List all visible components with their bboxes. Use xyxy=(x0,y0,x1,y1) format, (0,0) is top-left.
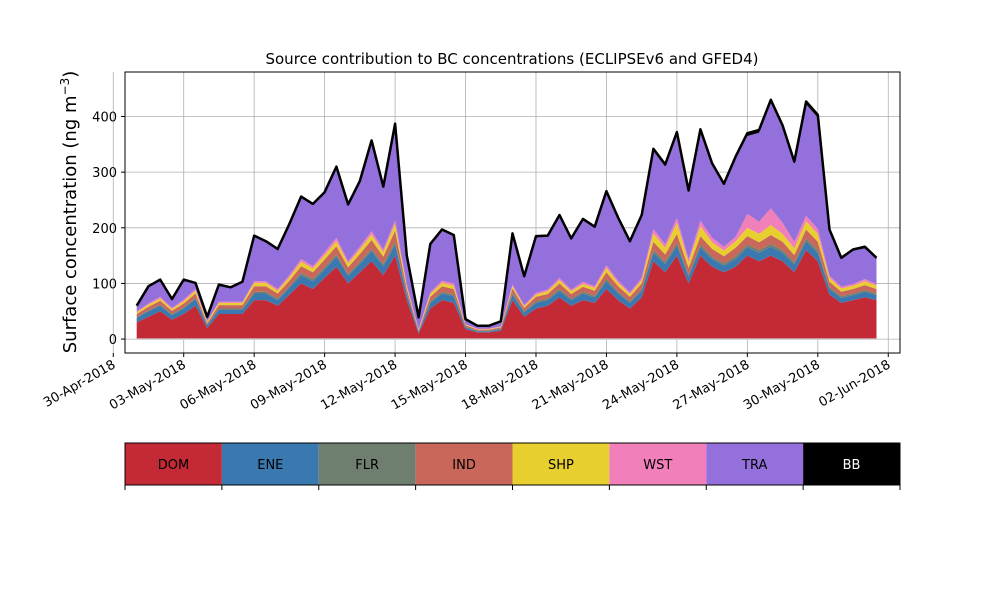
x-tick-label: 27-May-2018 xyxy=(671,357,753,413)
legend-colorbar: DOM ENE FLR IND SHP WST TRA BB xyxy=(124,442,901,490)
y-axis: 0 100 200 300 400 xyxy=(92,111,125,348)
legend-swatch-ind xyxy=(415,443,513,485)
x-tick-label: 18-May-2018 xyxy=(459,357,541,413)
y-axis-label: Surface concentration (ng m−3) xyxy=(58,71,81,354)
legend-swatch-dom xyxy=(125,443,222,485)
legend-label: SHP xyxy=(548,458,574,473)
y-tick-label: 100 xyxy=(92,277,117,292)
x-tick-label: 09-May-2018 xyxy=(248,357,330,413)
area-ind xyxy=(136,229,877,332)
x-tick-label: 21-May-2018 xyxy=(530,357,612,413)
legend-label: FLR xyxy=(355,458,379,473)
legend-label: IND xyxy=(452,458,476,473)
legend-swatch-shp xyxy=(512,443,610,485)
area-ene xyxy=(136,241,877,334)
x-tick-label: 02-Jun-2018 xyxy=(816,357,893,410)
y-tick-label: 200 xyxy=(92,222,117,237)
x-tick-label: 30-May-2018 xyxy=(741,357,823,413)
stacked-areas xyxy=(136,99,877,340)
x-tick-label: 15-May-2018 xyxy=(389,357,471,413)
legend-swatch-tra xyxy=(706,443,804,485)
x-tick-label: 12-May-2018 xyxy=(318,357,400,413)
legend-swatch-bb xyxy=(803,443,900,485)
x-tick-label: 30-Apr-2018 xyxy=(41,357,118,410)
area-shp xyxy=(136,221,877,331)
y-tick-label: 0 xyxy=(109,333,117,348)
x-tick-label: 24-May-2018 xyxy=(600,357,682,413)
legend-swatch-ene xyxy=(221,443,319,485)
area-dom xyxy=(136,250,877,340)
legend-label: BB xyxy=(843,458,861,473)
y-tick-label: 300 xyxy=(92,166,117,181)
plot-frame xyxy=(124,71,901,354)
legend-label: DOM xyxy=(158,458,189,473)
x-tick-label: 03-May-2018 xyxy=(107,357,189,413)
legend-swatch-wst xyxy=(609,443,707,485)
legend-label: ENE xyxy=(257,458,283,473)
legend-swatch-flr xyxy=(318,443,416,485)
x-tick-label: 06-May-2018 xyxy=(177,357,259,413)
chart-title: Source contribution to BC concentrations… xyxy=(265,50,758,68)
total-line xyxy=(135,98,878,327)
x-axis: 30-Apr-201803-May-201806-May-201809-May-… xyxy=(41,353,893,413)
legend-label: WST xyxy=(643,458,672,473)
area-flr xyxy=(136,238,877,332)
y-tick-label: 400 xyxy=(92,111,117,126)
legend-label: TRA xyxy=(741,458,767,473)
